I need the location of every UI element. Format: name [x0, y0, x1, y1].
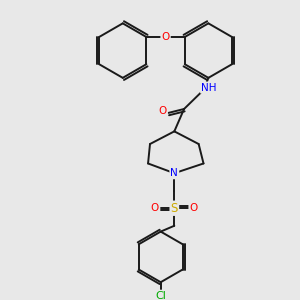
- Text: S: S: [171, 202, 178, 215]
- Text: Cl: Cl: [155, 291, 166, 300]
- Text: O: O: [158, 106, 167, 116]
- Text: O: O: [151, 203, 159, 213]
- Text: NH: NH: [201, 82, 217, 93]
- Text: N: N: [170, 168, 178, 178]
- Text: O: O: [190, 203, 198, 213]
- Text: O: O: [161, 32, 170, 42]
